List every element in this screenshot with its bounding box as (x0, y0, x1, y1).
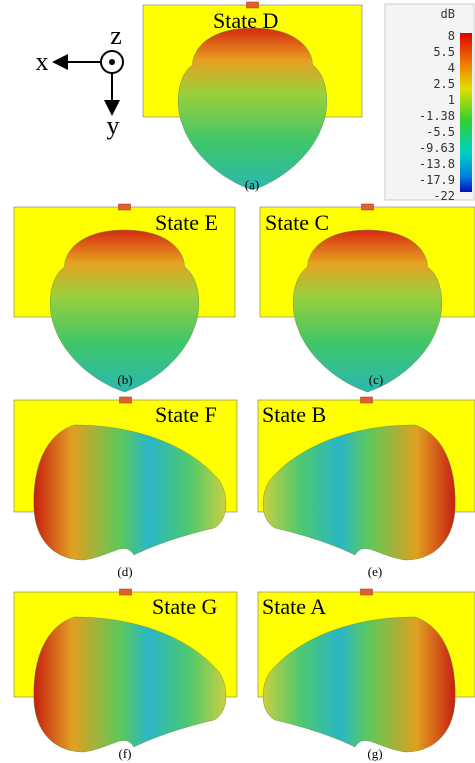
colorbar-tick-label: 5.5 (433, 45, 455, 59)
colorbar-tick-label: -9.63 (419, 141, 455, 155)
state-label: State D (213, 8, 278, 33)
colorbar-tick-label: -1.38 (419, 109, 455, 123)
colorbar: dB 8 5.5 4 2.5 1 -1.38 -5.5 -9.63 -13.8 -17.9 -22 (384, 3, 475, 203)
panel-caption: (a) (245, 177, 259, 192)
panel: State A (g) (257, 588, 475, 761)
radiation-pattern (33, 424, 227, 561)
panel: State D (a) (142, 1, 363, 192)
colorbar-tick-label: -5.5 (426, 125, 455, 139)
state-label: State F (155, 402, 217, 427)
state-label: State E (155, 210, 218, 235)
colorbar-unit: dB (441, 7, 455, 21)
panel-caption: (f) (119, 746, 132, 761)
feed-port (360, 396, 373, 404)
panel-caption: (e) (368, 564, 382, 579)
radiation-pattern (262, 616, 456, 753)
colorbar-tick-label: 8 (448, 29, 455, 43)
panel-caption: (g) (367, 746, 382, 761)
panel: State C (c) (259, 203, 475, 393)
colorbar-gradient (460, 33, 472, 192)
colorbar-tick-label: 1 (448, 93, 455, 107)
colorbar-tick-label: 2.5 (433, 77, 455, 91)
z-dot (109, 59, 115, 65)
radiation-pattern (262, 424, 456, 561)
colorbar-tick-label: -22 (433, 189, 455, 203)
panel: State B (e) (257, 396, 475, 579)
state-label: State C (265, 210, 329, 235)
panels: State D (a) State E (b) State C (c) State F (d)… (13, 1, 475, 761)
feed-port (361, 203, 374, 211)
panel: State E (b) (13, 203, 236, 393)
y-label: y (107, 111, 120, 140)
radiation-pattern (49, 229, 200, 393)
feed-port (246, 1, 259, 9)
radiation-pattern (33, 616, 227, 753)
panel: State G (f) (13, 588, 238, 761)
feed-port (360, 588, 373, 596)
state-label: State G (152, 594, 217, 619)
panel-caption: (c) (369, 372, 383, 387)
colorbar-box (384, 3, 475, 201)
feed-port (119, 396, 132, 404)
axis-indicator: x z y (36, 21, 124, 140)
colorbar-tick-label: -17.9 (419, 173, 455, 187)
panel-caption: (b) (117, 372, 132, 387)
z-label: z (110, 21, 122, 50)
panel-caption: (d) (117, 564, 132, 579)
radiation-pattern (292, 229, 443, 393)
state-label: State A (262, 594, 326, 619)
feed-port (119, 588, 132, 596)
colorbar-tick-label: 4 (448, 61, 455, 75)
state-label: State B (262, 402, 326, 427)
feed-port (118, 203, 131, 211)
radiation-pattern (177, 27, 328, 191)
x-label: x (36, 47, 49, 76)
colorbar-tick-label: -13.8 (419, 157, 455, 171)
panel: State F (d) (13, 396, 238, 579)
